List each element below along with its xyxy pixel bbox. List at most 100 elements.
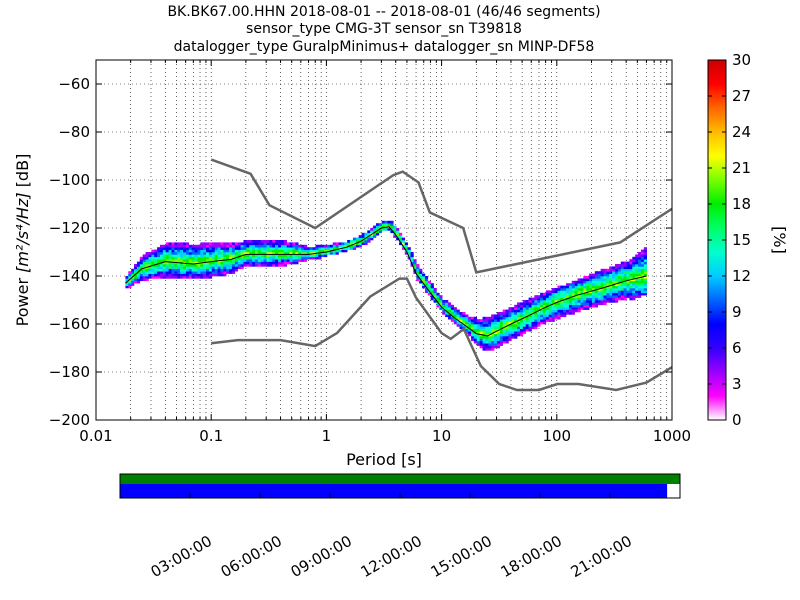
psd-cell	[384, 228, 388, 231]
psd-cell	[234, 252, 239, 255]
psd-cell	[197, 268, 201, 272]
psd-cell	[643, 283, 647, 286]
psd-cell	[600, 268, 604, 272]
psd-cell	[214, 261, 218, 265]
psd-cell	[162, 268, 167, 272]
x-axis-ticks: 0.01 0.1 1 10 100 1000	[79, 60, 691, 445]
psd-cell	[551, 295, 555, 298]
psd-cell	[168, 244, 172, 248]
psd-cell	[491, 333, 495, 337]
psd-cell	[272, 247, 276, 250]
psd-cell	[537, 300, 541, 303]
psd-cell	[249, 254, 253, 258]
psd-cell	[286, 244, 290, 248]
psd-cell	[154, 268, 158, 272]
x-tick-label: 0.01	[79, 427, 112, 445]
psd-cell	[508, 331, 512, 334]
psd-cell	[211, 242, 215, 246]
psd-cell	[462, 321, 466, 325]
psd-cell	[231, 261, 236, 265]
psd-cell	[269, 261, 273, 265]
psd-cell	[617, 280, 622, 284]
psd-cell	[640, 283, 645, 286]
psd-cell	[450, 319, 455, 322]
psd-cell	[321, 247, 325, 250]
psd-cell	[476, 328, 480, 332]
psd-cell	[632, 290, 636, 294]
psd-cell	[563, 288, 567, 291]
psd-cell	[617, 273, 622, 277]
psd-cell	[609, 292, 613, 296]
psd-cell	[206, 244, 210, 248]
psd-cell	[459, 319, 463, 322]
psd-cell	[609, 295, 613, 298]
psd-cell	[416, 273, 420, 277]
psd-cell	[586, 304, 590, 308]
psd-cell	[306, 249, 311, 253]
psd-cell	[424, 278, 429, 282]
psd-cell	[496, 319, 501, 322]
psd-cell	[496, 331, 501, 334]
psd-cell	[543, 312, 547, 315]
psd-cell	[499, 338, 503, 342]
psd-cell	[531, 326, 535, 330]
psd-cell	[471, 319, 475, 322]
psd-cell	[623, 264, 627, 267]
psd-cell	[410, 259, 414, 262]
psd-cell	[269, 244, 273, 248]
psd-cell	[168, 276, 172, 279]
psd-cell	[200, 259, 204, 262]
psd-cell	[615, 290, 619, 294]
psd-cell	[148, 268, 152, 272]
psd-cell	[442, 302, 446, 306]
psd-cell	[292, 249, 296, 253]
psd-cell	[223, 252, 227, 255]
psd-cell	[537, 312, 541, 315]
psd-mean-polyline	[125, 226, 647, 337]
psd-cell	[603, 283, 607, 286]
psd-cell	[289, 261, 293, 265]
psd-cell	[208, 259, 213, 262]
psd-cell	[180, 268, 184, 272]
psd-cell	[557, 307, 561, 310]
colorbar-tick-label: 21	[732, 159, 751, 177]
psd-cell	[580, 283, 584, 286]
psd-cell	[165, 266, 169, 270]
psd-cell	[534, 304, 538, 308]
psd-cell	[580, 307, 584, 310]
psd-cell	[298, 247, 302, 250]
psd-cell	[482, 348, 486, 351]
psd-cell	[240, 259, 244, 262]
psd-cell	[606, 276, 610, 279]
psd-cell	[514, 304, 518, 308]
psd-cell	[197, 256, 201, 260]
psd-cell	[620, 268, 624, 272]
psd-cell	[206, 268, 210, 272]
psd-cell	[355, 242, 359, 246]
psd-cell	[519, 316, 524, 320]
psd-cell	[594, 290, 599, 294]
psd-cell	[640, 271, 645, 274]
psd-cell	[246, 247, 250, 250]
psd-cell	[473, 340, 478, 344]
psd-cell	[194, 244, 198, 248]
psd-cell	[626, 288, 630, 291]
psd-cell	[165, 252, 169, 255]
psd-cell	[255, 244, 259, 248]
psd-cell	[246, 252, 250, 255]
psd-cell	[203, 273, 207, 277]
psd-cell	[165, 249, 169, 253]
psd-cell	[229, 254, 233, 258]
psd-cell	[609, 271, 613, 274]
psd-cell	[315, 247, 319, 250]
psd-cell	[278, 254, 282, 258]
psd-cell	[600, 300, 604, 303]
psd-cell	[387, 220, 391, 224]
psd-cell	[638, 288, 642, 291]
psd-cell	[525, 324, 529, 327]
psd-cell	[594, 297, 599, 301]
psd-cell	[617, 292, 622, 296]
psd-cell	[522, 326, 527, 330]
psd-cell	[355, 240, 359, 243]
psd-cell	[580, 288, 584, 291]
